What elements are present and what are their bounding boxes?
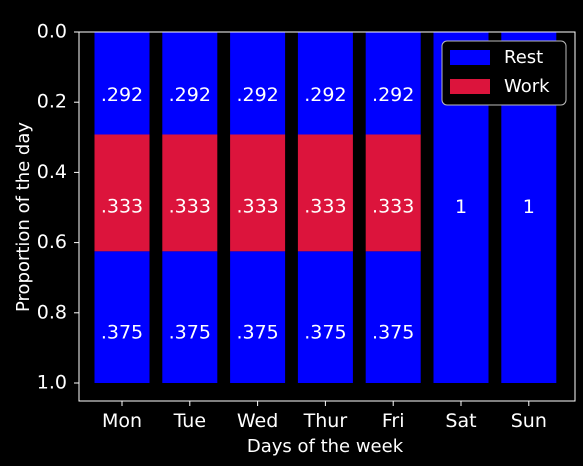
bar-wed-segment-2 [230,251,286,383]
bar-thur-segment-1 [297,134,353,252]
bar-mon-segment-0 [94,32,150,135]
bar-label-tue-2: .375 [169,321,211,343]
bar-label-mon-2: .375 [101,321,143,343]
bar-label-tue-1: .333 [169,195,211,217]
bar-fri-segment-0 [365,32,421,135]
x-tick-label-thur: Thur [303,410,348,432]
bar-label-sun-0: 1 [523,196,535,218]
bar-label-wed-1: .333 [236,195,278,217]
plot-area-frame [78,31,576,402]
bar-label-sat-0: 1 [455,196,467,218]
bar-wed-segment-0 [230,32,286,135]
bar-tue-segment-2 [162,251,218,383]
bar-label-mon-1: .333 [101,195,143,217]
legend-label-work: Work [504,76,550,97]
bar-thur-segment-2 [297,251,353,383]
x-tick-label-sun: Sun [511,410,547,432]
bar-fri-segment-2 [365,251,421,383]
y-axis-ticks: 0.0 0.2 0.4 0.6 0.8 1.0 [37,21,79,394]
x-axis-label: Days of the week [247,436,404,457]
legend: Rest Work [441,40,567,106]
x-tick-label-tue: Tue [173,410,206,432]
y-tick-label-2: 0.4 [37,161,67,183]
bar-labels-group: .292 .333 .375 .292 .333 .375 .292 .333 .375 .292… [101,84,535,343]
bar-label-fri-2: .375 [372,321,414,343]
bar-label-tue-0: .292 [169,84,211,106]
bar-mon-segment-2 [94,251,150,383]
bar-tue-segment-1 [162,134,218,252]
bar-tue-segment-0 [162,32,218,135]
bar-wed-segment-1 [230,134,286,252]
x-tick-label-wed: Wed [237,410,278,432]
y-tick-label-0: 0.0 [37,21,67,43]
bar-mon-segment-1 [94,134,150,252]
legend-label-rest: Rest [504,47,543,68]
bar-fri-segment-1 [365,134,421,252]
x-axis-ticks: Mon Tue Wed Thur Fri Sat Sun [102,401,547,432]
bar-label-thur-1: .333 [304,195,346,217]
bar-thur-segment-0 [297,32,353,135]
bars-group [94,32,557,383]
y-tick-label-5: 1.0 [37,372,67,394]
y-tick-label-3: 0.6 [37,231,67,253]
bar-label-thur-2: .375 [304,321,346,343]
x-tick-label-fri: Fri [382,410,405,432]
bar-label-fri-0: .292 [372,84,414,106]
y-tick-label-1: 0.2 [37,91,67,113]
x-tick-label-sat: Sat [445,410,476,432]
legend-swatch-rest [450,50,490,65]
bar-label-mon-0: .292 [101,84,143,106]
y-tick-label-4: 0.8 [37,301,67,323]
bar-label-wed-2: .375 [236,321,278,343]
x-tick-label-mon: Mon [102,410,142,432]
bar-label-thur-0: .292 [304,84,346,106]
legend-swatch-work [450,79,490,94]
y-axis-label: Proportion of the day [13,122,34,312]
bar-label-fri-1: .333 [372,195,414,217]
bar-label-wed-0: .292 [236,84,278,106]
